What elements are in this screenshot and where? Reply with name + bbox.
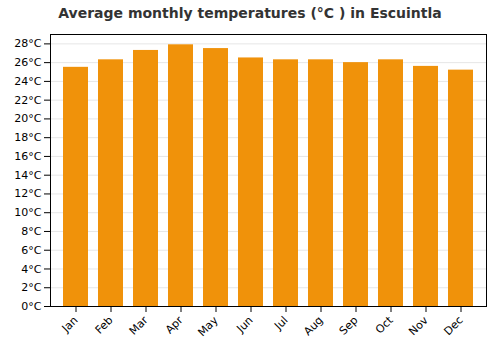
svg-text:May: May	[195, 313, 221, 339]
svg-text:Feb: Feb	[93, 314, 116, 337]
svg-text:20°C: 20°C	[14, 112, 41, 125]
svg-text:Jul: Jul	[271, 314, 290, 333]
svg-text:Aug: Aug	[301, 314, 325, 338]
svg-text:4°C: 4°C	[21, 263, 41, 276]
svg-text:Jan: Jan	[59, 314, 81, 336]
svg-text:22°C: 22°C	[14, 94, 41, 107]
svg-text:Oct: Oct	[373, 313, 396, 336]
svg-text:Apr: Apr	[163, 313, 186, 336]
svg-text:8°C: 8°C	[21, 225, 41, 238]
svg-text:28°C: 28°C	[14, 37, 41, 50]
svg-text:Jun: Jun	[234, 314, 256, 336]
svg-text:26°C: 26°C	[14, 56, 41, 69]
svg-text:14°C: 14°C	[14, 169, 41, 182]
svg-text:6°C: 6°C	[21, 244, 41, 257]
svg-text:2°C: 2°C	[21, 281, 41, 294]
svg-text:12°C: 12°C	[14, 187, 41, 200]
svg-text:Mar: Mar	[127, 313, 151, 337]
svg-text:Nov: Nov	[406, 313, 431, 338]
svg-text:Dec: Dec	[441, 314, 465, 338]
svg-text:Sep: Sep	[337, 314, 361, 338]
svg-text:16°C: 16°C	[14, 150, 41, 163]
html-text:Average monthly temperatures (: Average monthly temperatures (°C ) in Es…	[58, 5, 442, 21]
svg-text:0°C: 0°C	[21, 300, 41, 313]
svg-text:18°C: 18°C	[14, 131, 41, 144]
svg-text:10°C: 10°C	[14, 206, 41, 219]
svg-text:24°C: 24°C	[14, 75, 41, 88]
